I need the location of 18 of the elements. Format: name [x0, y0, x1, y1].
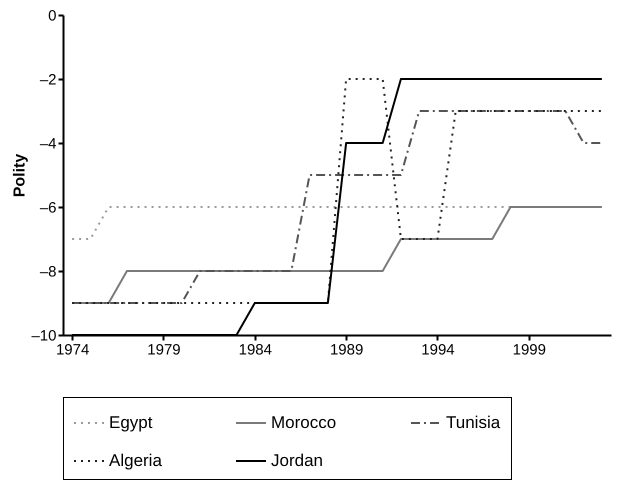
x-tick-label: 1974 — [56, 342, 90, 358]
x-tick-label: 1994 — [421, 342, 455, 358]
x-tick-label: 1999 — [512, 342, 546, 358]
legend-label: Algeria — [109, 451, 162, 470]
y-tick-label: –4 — [40, 136, 56, 152]
legend-label: Jordan — [271, 451, 323, 470]
y-tick-label: –2 — [40, 72, 56, 88]
legend-label: Morocco — [271, 413, 336, 432]
y-tick-label: 0 — [48, 8, 56, 24]
legend-label: Egypt — [109, 413, 153, 432]
x-tick-label: 1984 — [238, 342, 272, 358]
y-tick-label: –10 — [31, 328, 56, 344]
y-axis-title: Polity — [11, 154, 28, 198]
legend-label: Tunisia — [446, 413, 501, 432]
y-tick-label: –8 — [40, 264, 56, 280]
x-tick-label: 1989 — [330, 342, 364, 358]
x-tick-label: 1979 — [147, 342, 181, 358]
y-tick-label: –6 — [40, 200, 56, 216]
